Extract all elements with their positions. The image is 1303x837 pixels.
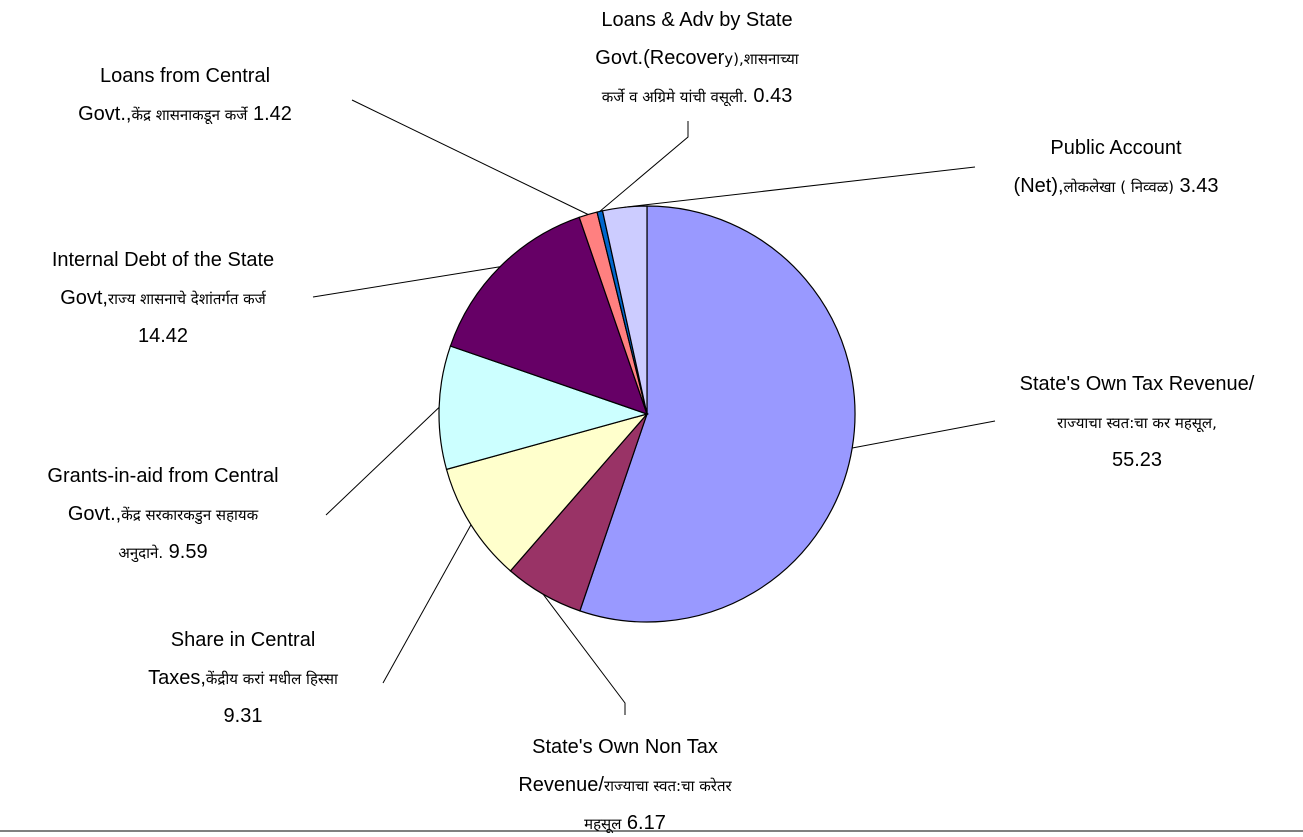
leader-line-5: [312, 266, 501, 298]
pie-slice-4: [438, 345, 650, 471]
slice-label-3: Share in Central Taxes,केंद्रीय करां मधील…: [148, 629, 339, 727]
slice-label-5: Internal Debt of the State Govt,राज्य शास…: [52, 249, 274, 347]
leader-line-4: [325, 407, 440, 516]
pie-slices: [438, 205, 856, 623]
leader-line-3: [382, 524, 472, 684]
slice-labels: State's Own Tax Revenue/राज्याचा स्वत:चा…: [47, 9, 1254, 834]
leader-line-6: [351, 99, 589, 215]
slice-label-7: Loans & Adv by State Govt.(Recovery),शासन…: [595, 9, 800, 107]
slice-label-6: Loans from Central Govt.,केंद्र शासनाकडून…: [78, 65, 292, 125]
pie-slice-5: [449, 216, 648, 415]
pie-slice-1: [579, 205, 856, 623]
leader-line-7: [599, 121, 689, 212]
slice-label-1: State's Own Tax Revenue/राज्याचा स्वत:चा…: [1020, 373, 1255, 471]
slice-label-8: Public Account (Net),लोकलेखा ( निव्वळ) 3.…: [1014, 137, 1219, 197]
leader-lines: [312, 99, 996, 715]
slice-label-2: State's Own Non Tax Revenue/राज्याचा स्वत…: [518, 736, 732, 834]
slice-label-4: Grants-in-aid from Central Govt.,केंद्र स…: [47, 465, 278, 563]
leader-line-8: [624, 166, 976, 208]
pie-slice-3: [445, 412, 649, 572]
leader-line-2: [542, 593, 626, 715]
leader-line-1: [852, 420, 996, 449]
